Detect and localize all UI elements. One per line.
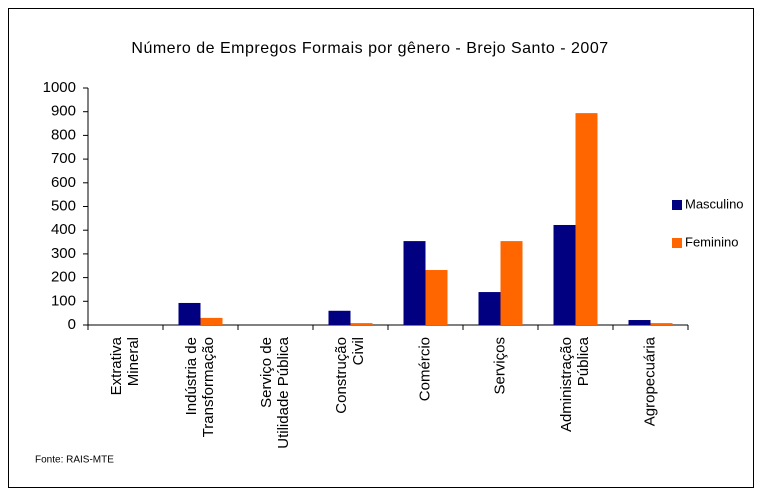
y-tick-label: 100	[51, 292, 76, 309]
x-tick-label: Utilidade Pública	[275, 336, 292, 448]
y-tick-label: 1000	[43, 79, 76, 96]
x-tick-label: Transformação	[200, 337, 217, 437]
x-tick-label: Construção	[333, 337, 350, 414]
x-tick-label: Administração	[558, 337, 575, 432]
y-tick-label: 500	[51, 197, 76, 214]
y-tick-label: 200	[51, 269, 76, 286]
legend-swatch	[672, 200, 682, 210]
x-tick-label: Serviço de	[258, 337, 275, 408]
legend-label: Feminino	[685, 234, 738, 249]
bar	[628, 320, 651, 325]
y-tick-label: 400	[51, 221, 76, 238]
bar	[178, 302, 201, 325]
bar	[650, 323, 673, 325]
legend-swatch	[672, 238, 682, 248]
x-tick-label: Pública	[575, 336, 592, 386]
x-tick-label: Serviços	[491, 337, 508, 395]
y-tick-label: 800	[51, 126, 76, 143]
x-tick-label: Comércio	[416, 337, 433, 401]
legend-label: Masculino	[685, 196, 744, 211]
bar	[200, 317, 223, 325]
bar	[403, 241, 426, 325]
chart-border	[8, 8, 754, 488]
x-tick-label: Mineral	[125, 337, 142, 386]
y-tick-label: 300	[51, 245, 76, 262]
bar	[575, 113, 598, 325]
x-tick-label: Indústria de	[183, 337, 200, 415]
bar	[425, 270, 448, 325]
y-tick-label: 0	[68, 316, 76, 333]
x-tick-label: Civil	[350, 337, 367, 365]
chart-title: Número de Empregos Formais por gênero - …	[131, 40, 608, 57]
bar	[553, 224, 576, 325]
x-tick-label: Extrativa	[108, 336, 125, 395]
bar	[350, 323, 373, 325]
x-tick-label: Agropecuária	[641, 336, 658, 426]
y-tick-label: 900	[51, 103, 76, 120]
bar	[500, 241, 523, 325]
bar	[328, 310, 351, 325]
source-note: Fonte: RAIS-MTE	[35, 455, 114, 466]
y-tick-label: 700	[51, 150, 76, 167]
y-tick-label: 600	[51, 174, 76, 191]
bar	[478, 292, 501, 325]
